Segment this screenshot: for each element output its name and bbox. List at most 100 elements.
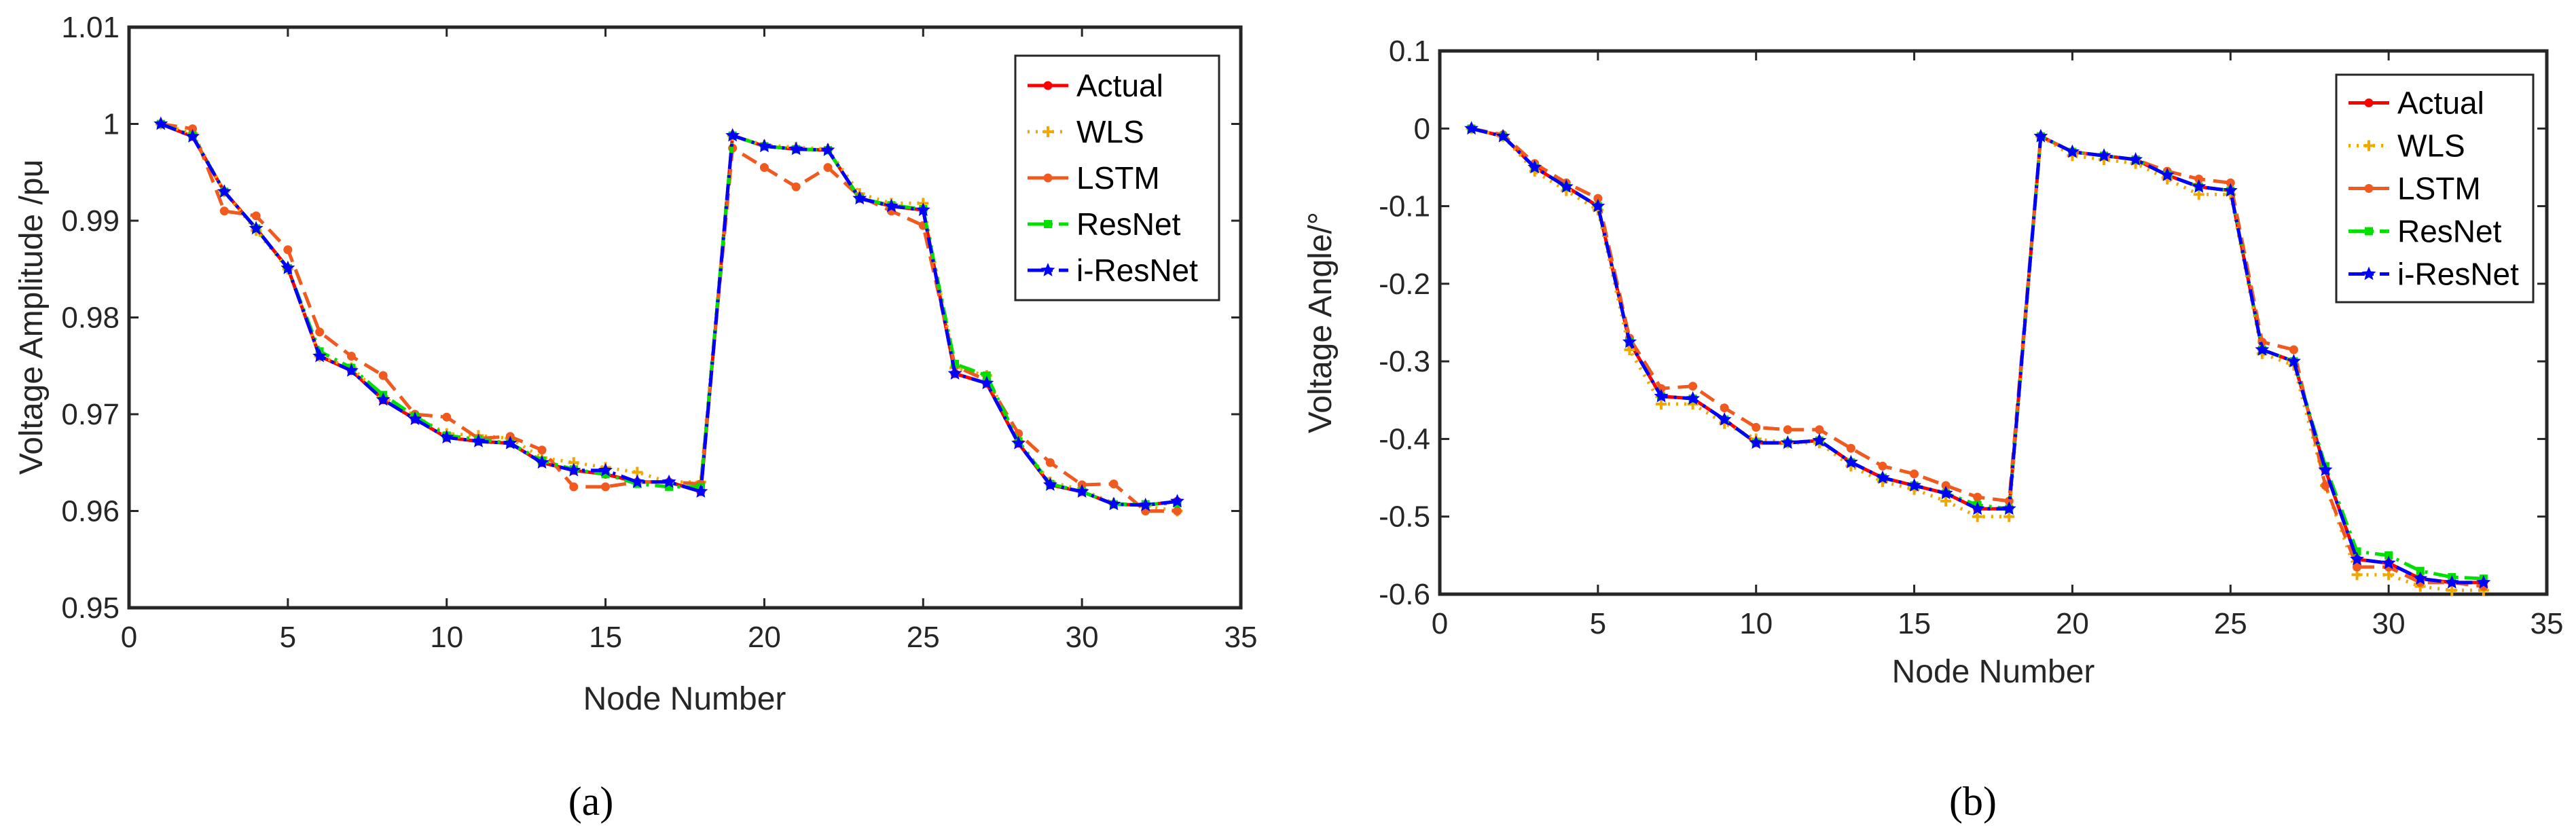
point-i-resnet — [630, 474, 645, 488]
point-i-resnet — [884, 198, 899, 213]
point-i-resnet — [2255, 342, 2270, 356]
point-i-resnet — [1138, 497, 1153, 511]
point-i-resnet — [2413, 571, 2428, 585]
point-i-resnet — [312, 348, 327, 363]
point-resnet — [2416, 566, 2425, 575]
point-i-resnet — [1074, 484, 1089, 498]
point-i-resnet — [407, 412, 422, 425]
x-tick-label: 35 — [2530, 607, 2564, 640]
chart-a: 0 5 10 15 20 25 30 350.950.960.970.980.9911.01 … — [14, 11, 1257, 824]
point-lstm — [1878, 461, 1887, 471]
ticks-a: 0 5 10 15 20 25 30 35 0.95 0.96 0.97 0.98 0.99 1 1.01 — [61, 11, 1257, 654]
y-tick-label: 1 — [103, 108, 120, 141]
point-i-resnet — [2192, 179, 2207, 193]
point-lstm — [759, 163, 769, 172]
point-i-resnet — [471, 433, 486, 448]
point-i-resnet — [2128, 152, 2143, 166]
point-i-resnet — [2318, 462, 2333, 476]
point-i-resnet — [947, 366, 962, 380]
y-tick-label: 0 — [1414, 112, 1430, 145]
point-lstm — [537, 445, 547, 455]
point-i-resnet — [1938, 486, 1953, 500]
legend-b: Actual WLS LSTM ResNet i-ResNet — [2335, 73, 2535, 304]
point-i-resnet — [598, 462, 613, 477]
point-wls — [1972, 511, 1983, 522]
x-tick-label: 35 — [1224, 621, 1258, 654]
y-tick-label: -0.4 — [1379, 422, 1430, 456]
point-i-resnet — [439, 430, 454, 444]
series-i-resnet-b — [1464, 121, 2491, 589]
point-i-resnet — [344, 363, 359, 377]
point-resnet — [2384, 551, 2393, 560]
point-i-resnet — [1464, 121, 1479, 135]
legend-label-wls: WLS — [1076, 114, 1144, 149]
point-i-resnet — [376, 392, 391, 406]
x-tick-label: 15 — [1898, 607, 1931, 640]
legend-label-lstm: LSTM — [1076, 160, 1160, 196]
point-lstm — [2289, 345, 2298, 354]
legend-label-resnet: ResNet — [2397, 214, 2502, 249]
point-i-resnet — [1717, 412, 1732, 426]
legend-marker — [2364, 98, 2374, 107]
y-tick-label: -0.6 — [1379, 578, 1430, 611]
y-tick-label: -0.1 — [1379, 190, 1430, 223]
point-lstm — [219, 206, 229, 216]
line-wls — [1471, 126, 2484, 592]
point-lstm — [283, 245, 293, 255]
point-i-resnet — [2287, 354, 2301, 367]
point-i-resnet — [2350, 551, 2364, 566]
point-i-resnet — [2160, 167, 2175, 181]
legend-label-actual: Actual — [1076, 68, 1163, 103]
point-i-resnet — [1686, 391, 1700, 405]
point-lstm — [1783, 425, 1792, 435]
point-i-resnet — [788, 141, 803, 156]
point-i-resnet — [1780, 435, 1795, 449]
x-tick-label: 25 — [907, 621, 940, 654]
point-lstm — [378, 371, 388, 380]
point-i-resnet — [661, 474, 676, 488]
point-i-resnet — [1042, 477, 1057, 491]
legend-marker — [1043, 173, 1053, 183]
point-i-resnet — [2381, 555, 2396, 570]
legend-marker — [2365, 227, 2373, 236]
y-tick-label: 0.99 — [61, 204, 120, 238]
y-tick-label: -0.3 — [1379, 345, 1430, 378]
legend-marker — [1042, 126, 1053, 137]
point-i-resnet — [153, 116, 168, 130]
point-i-resnet — [1812, 433, 1827, 447]
point-lstm — [1973, 492, 1982, 502]
xlabel-a: Node Number — [583, 681, 786, 717]
point-lstm — [791, 182, 801, 191]
ticks-b: 0 5 10 15 20 25 30 35 -0.6 -0.5 -0.4 -0.3 -0.2 -0.1 0 0… — [1379, 35, 2563, 640]
point-i-resnet — [1970, 501, 1985, 515]
point-i-resnet — [820, 143, 835, 156]
series-b — [1464, 121, 2491, 596]
point-i-resnet — [534, 455, 549, 469]
point-i-resnet — [2223, 183, 2238, 197]
point-i-resnet — [1527, 160, 1542, 174]
legend-label-wls: WLS — [2397, 128, 2465, 164]
point-i-resnet — [1907, 478, 1921, 492]
point-lstm — [346, 352, 356, 361]
line-wls — [160, 122, 1178, 513]
point-i-resnet — [757, 139, 772, 153]
point-i-resnet — [249, 221, 264, 235]
y-tick-label: -0.5 — [1379, 500, 1430, 534]
y-tick-label: -0.2 — [1379, 268, 1430, 301]
point-i-resnet — [2033, 128, 2048, 143]
point-i-resnet — [217, 184, 232, 198]
point-lstm — [1752, 422, 1761, 432]
point-wls — [1624, 344, 1635, 355]
point-lstm — [1109, 479, 1119, 489]
point-lstm — [1910, 469, 1919, 479]
x-tick-label: 10 — [1739, 607, 1773, 640]
legend-label-actual: Actual — [2397, 86, 2484, 121]
caption-b: (b) — [1949, 779, 1997, 824]
x-tick-label: 10 — [430, 621, 463, 654]
point-i-resnet — [1749, 435, 1764, 449]
x-tick-label: 20 — [2056, 607, 2089, 640]
x-tick-label: 30 — [2372, 607, 2406, 640]
ylabel-b: Voltage Angle/° — [1303, 212, 1339, 433]
legend-marker — [2364, 184, 2374, 193]
